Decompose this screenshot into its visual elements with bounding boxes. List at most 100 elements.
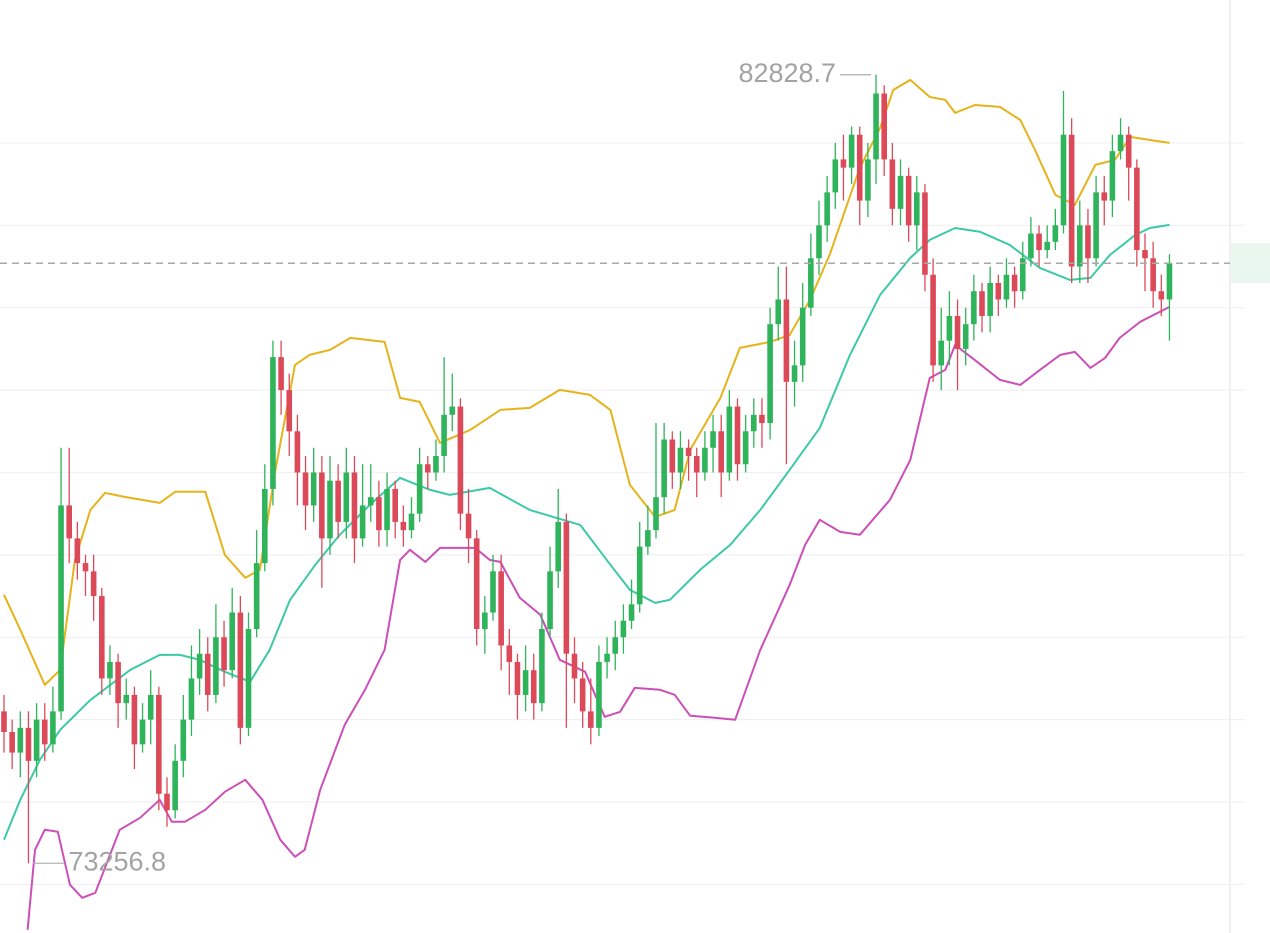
- candle-body: [930, 274, 936, 366]
- candle-body: [498, 571, 504, 646]
- candle-body: [449, 406, 456, 415]
- candle-body: [433, 455, 439, 473]
- candle-body: [457, 406, 464, 514]
- candle-body: [661, 439, 667, 498]
- candle-body: [848, 134, 855, 168]
- candle-body: [832, 159, 839, 193]
- candle-body: [107, 661, 113, 679]
- candle-body: [245, 629, 252, 728]
- candle-body: [58, 505, 64, 712]
- price-tag: [1231, 243, 1270, 283]
- candle-body: [791, 365, 798, 382]
- candle-body: [490, 571, 496, 613]
- candle-body: [115, 661, 121, 704]
- candle-body: [367, 497, 374, 506]
- candle-body: [262, 488, 268, 564]
- candle-body: [441, 414, 447, 456]
- candle-body: [425, 464, 431, 473]
- candle-body: [1003, 274, 1010, 300]
- candle-body: [1028, 233, 1034, 259]
- candle-body: [1052, 225, 1059, 242]
- candle-body: [840, 159, 847, 168]
- band-line: [3, 223, 1170, 841]
- candle-body: [164, 793, 170, 811]
- candle-body: [384, 488, 390, 531]
- candle-body: [588, 711, 594, 728]
- candle-body: [302, 472, 309, 506]
- candle-body: [612, 637, 619, 654]
- candle-body: [677, 447, 684, 473]
- candle-body: [954, 315, 961, 349]
- candle-body: [196, 653, 203, 679]
- candle-body: [914, 192, 920, 226]
- candle-body: [156, 694, 162, 794]
- candle-body: [221, 637, 227, 671]
- candle-body: [596, 661, 602, 728]
- candle-body: [816, 225, 822, 259]
- candle-body: [563, 521, 570, 654]
- candle-body: [726, 406, 733, 473]
- candle-body: [571, 653, 578, 679]
- candle-body: [767, 324, 773, 424]
- candle-body: [555, 521, 561, 572]
- candle-body: [327, 480, 333, 539]
- candle-body: [213, 637, 219, 695]
- candle-body: [82, 563, 89, 572]
- candle-body: [1150, 258, 1156, 292]
- candle-body: [710, 431, 716, 448]
- candle-body: [9, 731, 15, 753]
- candle-body: [783, 299, 790, 382]
- candle-body: [685, 447, 692, 456]
- candle-body: [1077, 225, 1083, 267]
- candle-body: [131, 694, 138, 745]
- candle-body: [604, 653, 610, 662]
- candle-body: [1060, 134, 1067, 226]
- candle-body: [90, 571, 97, 597]
- candle-body: [1, 711, 7, 732]
- candle-body: [628, 604, 635, 621]
- candle-body: [123, 694, 130, 704]
- candle-body: [376, 497, 382, 531]
- max-label: 82828.7: [738, 58, 836, 88]
- candle-body: [653, 497, 659, 531]
- candle-body: [1142, 250, 1148, 259]
- candle-body: [759, 414, 765, 424]
- candle-body: [1166, 263, 1173, 300]
- candle-body: [856, 134, 863, 201]
- candle-body: [808, 258, 814, 308]
- candle-body: [392, 488, 398, 522]
- band-line: [26, 306, 1170, 930]
- candle-body: [1085, 225, 1091, 259]
- candle-body: [310, 472, 317, 506]
- candle-body: [180, 719, 187, 761]
- candle-body: [579, 678, 586, 712]
- candle-body: [1109, 151, 1116, 201]
- candle-body: [74, 538, 81, 564]
- candle-body: [995, 282, 1002, 300]
- candle-body: [41, 719, 48, 745]
- candle-body: [905, 175, 912, 226]
- candle-body: [147, 694, 154, 720]
- candle-body: [734, 406, 741, 465]
- min-label: 73256.8: [68, 846, 166, 876]
- candle-body: [530, 670, 537, 704]
- candle-body: [172, 760, 178, 811]
- candle-body: [522, 670, 529, 695]
- candle-body: [294, 431, 301, 473]
- candle-body: [693, 455, 700, 473]
- candle-body: [824, 192, 830, 226]
- candle-body: [539, 629, 545, 704]
- candle-body: [335, 480, 341, 522]
- candle-body: [17, 727, 24, 753]
- candle-body: [400, 521, 407, 531]
- candle-body: [922, 192, 928, 275]
- candle-body: [482, 612, 488, 630]
- candle-body: [987, 282, 993, 316]
- candle-body: [473, 538, 480, 630]
- candle-body: [1101, 192, 1108, 201]
- candle-body: [1068, 134, 1075, 267]
- candle-body: [408, 513, 415, 531]
- candle-body: [99, 596, 105, 679]
